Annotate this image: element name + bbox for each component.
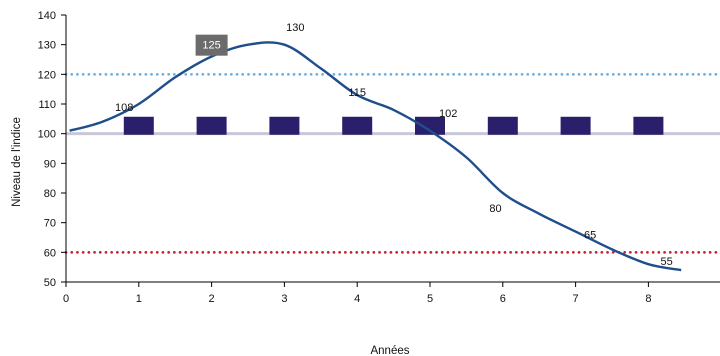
y-tick-label: 100 [38, 129, 56, 141]
level-marker [633, 116, 664, 135]
level-marker [269, 116, 300, 135]
level-marker [560, 116, 591, 135]
data-label: 80 [489, 203, 501, 215]
data-label: 115 [348, 87, 366, 99]
y-tick-label: 70 [44, 218, 56, 230]
data-label: 102 [439, 108, 457, 120]
y-tick-label: 90 [44, 158, 56, 170]
x-tick-label: 8 [645, 293, 651, 305]
x-tick-label: 6 [500, 293, 506, 305]
x-tick-label: 0 [63, 293, 69, 305]
data-label: 65 [584, 230, 596, 242]
x-tick-label: 7 [573, 293, 579, 305]
y-tick-label: 130 [38, 40, 56, 52]
x-tick-label: 3 [281, 293, 287, 305]
level-marker [123, 116, 154, 135]
data-label: 130 [286, 22, 304, 34]
y-tick-label: 120 [38, 69, 56, 81]
y-tick-label: 80 [44, 188, 56, 200]
x-tick-label: 5 [427, 293, 433, 305]
level-marker [196, 116, 227, 135]
x-tick-label: 4 [354, 293, 360, 305]
x-axis-title: Années [370, 345, 409, 356]
x-tick-label: 2 [209, 293, 215, 305]
level-marker [415, 116, 445, 135]
y-tick-label: 50 [44, 277, 56, 289]
data-label: 55 [660, 256, 672, 268]
y-tick-label: 60 [44, 247, 56, 259]
index-line [69, 41, 682, 272]
level-marker [342, 116, 373, 135]
y-tick-label: 140 [38, 10, 56, 22]
x-tick-label: 1 [136, 293, 142, 305]
data-label-box [195, 34, 228, 56]
y-tick-label: 110 [38, 99, 56, 111]
data-label: 125 [202, 40, 220, 52]
level-marker [487, 116, 518, 135]
data-label: 108 [115, 102, 133, 114]
y-axis-title: Niveau de l'indice [11, 117, 23, 207]
